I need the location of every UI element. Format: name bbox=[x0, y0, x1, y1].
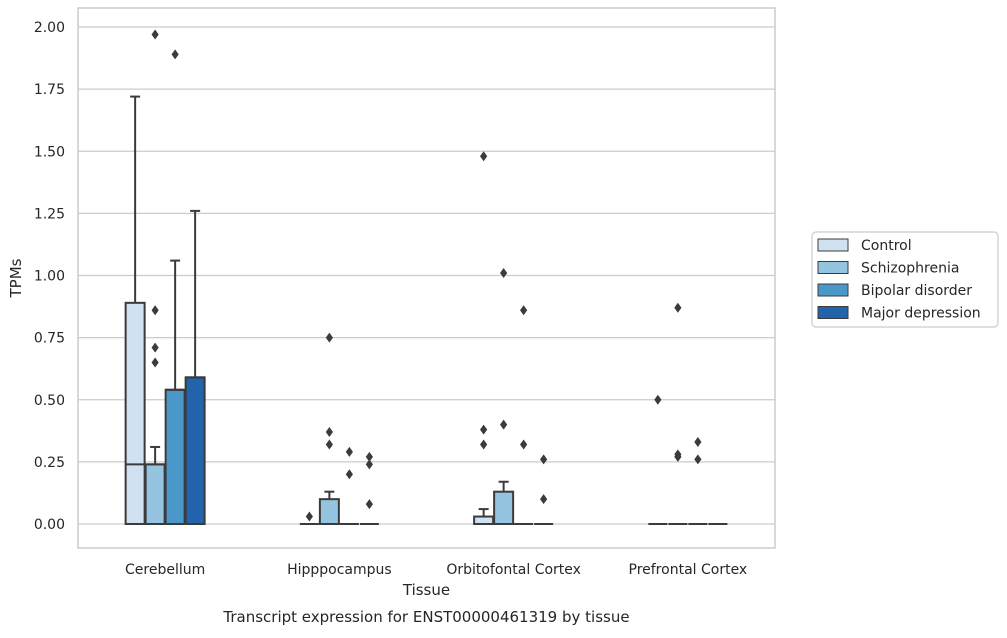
box-group bbox=[359, 451, 379, 525]
outlier-point bbox=[151, 357, 159, 368]
outlier-point bbox=[345, 446, 353, 457]
box-group bbox=[493, 268, 515, 526]
y-tick-label: 0.00 bbox=[34, 517, 65, 533]
box-group bbox=[318, 332, 340, 525]
outlier-point bbox=[365, 459, 373, 470]
box-group bbox=[299, 511, 319, 525]
outlier-point bbox=[365, 499, 373, 510]
legend-swatch bbox=[817, 306, 849, 319]
legend-swatch bbox=[817, 261, 849, 274]
box-group bbox=[184, 209, 206, 526]
box-group bbox=[688, 436, 708, 525]
box-group bbox=[164, 49, 186, 525]
outlier-point bbox=[674, 302, 682, 313]
outlier-point bbox=[171, 49, 179, 60]
legend-label: Bipolar disorder bbox=[861, 283, 972, 299]
box-body bbox=[473, 515, 495, 525]
outlier-point bbox=[540, 494, 548, 505]
x-tick-label: Cerebellum bbox=[125, 562, 205, 578]
y-tick-label: 0.25 bbox=[34, 455, 65, 471]
outlier-point bbox=[325, 427, 333, 438]
legend-swatch bbox=[817, 238, 849, 252]
y-tick-label: 2.00 bbox=[34, 20, 65, 36]
box-group bbox=[339, 446, 359, 525]
box-layer bbox=[124, 29, 728, 526]
box-body bbox=[493, 490, 515, 526]
outlier-point bbox=[365, 451, 373, 462]
box-body bbox=[184, 376, 206, 526]
y-tick-label: 1.25 bbox=[34, 206, 65, 222]
y-axis-title: TPMs bbox=[7, 258, 25, 298]
x-axis-title: Tissue bbox=[402, 581, 450, 599]
box-group bbox=[668, 302, 688, 525]
outlier-point bbox=[694, 454, 702, 465]
outlier-point bbox=[325, 439, 333, 450]
x-tick-label: Prefrontal Cortex bbox=[629, 562, 748, 578]
legend-swatch bbox=[817, 283, 849, 297]
outlier-point bbox=[520, 439, 528, 450]
outlier-point bbox=[480, 439, 488, 450]
box-body bbox=[318, 498, 340, 525]
outlier-point bbox=[480, 151, 488, 162]
y-tick-label: 0.50 bbox=[34, 393, 65, 409]
legend-label: Major depression bbox=[861, 306, 981, 322]
legend-frame bbox=[811, 231, 999, 328]
x-tick-label: Hipppocampus bbox=[287, 562, 392, 578]
outlier-point bbox=[694, 436, 702, 447]
outlier-point bbox=[654, 394, 662, 405]
plot-frame bbox=[77, 7, 776, 549]
outlier-point bbox=[151, 29, 159, 40]
outlier-point bbox=[151, 305, 159, 316]
y-tick-label: 0.75 bbox=[34, 331, 65, 347]
x-tick-label: Orbitofontal Cortex bbox=[446, 562, 581, 578]
box-group bbox=[124, 95, 146, 525]
chart-caption: Transcript expression for ENST0000046131… bbox=[222, 608, 629, 626]
box-group bbox=[534, 454, 554, 525]
outlier-point bbox=[520, 305, 528, 316]
axis-layer: 0.00 0.25 0.50 0.75 1.00 1.25 1.50 1.75 2.00 Cere… bbox=[34, 20, 747, 578]
box-body bbox=[144, 463, 166, 525]
outlier-point bbox=[151, 342, 159, 353]
legend-label: Control bbox=[861, 238, 912, 254]
box-body bbox=[124, 301, 146, 525]
box-group bbox=[648, 394, 668, 525]
outlier-point bbox=[325, 332, 333, 343]
box-group bbox=[514, 305, 534, 525]
outlier-point bbox=[674, 449, 682, 460]
outlier-point bbox=[345, 469, 353, 480]
outlier-point bbox=[500, 419, 508, 430]
y-tick-label: 1.00 bbox=[34, 269, 65, 285]
y-tick-label: 1.75 bbox=[34, 82, 65, 98]
outlier-point bbox=[500, 268, 508, 279]
legend: Control Schizophrenia Bipolar disorder Majo… bbox=[811, 231, 999, 328]
box-body bbox=[164, 388, 186, 525]
box-group bbox=[473, 151, 495, 525]
outlier-point bbox=[305, 511, 313, 522]
y-tick-label: 1.50 bbox=[34, 144, 65, 160]
box-group bbox=[144, 29, 166, 525]
legend-label: Schizophrenia bbox=[861, 261, 959, 277]
outlier-point bbox=[540, 454, 548, 465]
outlier-point bbox=[480, 424, 488, 435]
